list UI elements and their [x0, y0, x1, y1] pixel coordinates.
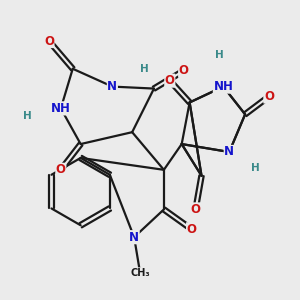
Text: O: O — [190, 203, 201, 216]
Text: N: N — [107, 80, 117, 93]
Text: H: H — [250, 163, 260, 173]
Text: N: N — [224, 146, 234, 158]
Text: CH₃: CH₃ — [130, 268, 150, 278]
Text: H: H — [23, 111, 32, 121]
Text: O: O — [165, 74, 175, 87]
Text: NH: NH — [51, 102, 71, 115]
Text: N: N — [129, 231, 139, 244]
Text: O: O — [264, 90, 274, 103]
Text: H: H — [215, 50, 224, 60]
Text: O: O — [187, 223, 196, 236]
Text: H: H — [140, 64, 148, 74]
Text: O: O — [44, 34, 54, 47]
Text: O: O — [56, 163, 66, 176]
Text: NH: NH — [213, 80, 233, 93]
Text: O: O — [179, 64, 189, 77]
